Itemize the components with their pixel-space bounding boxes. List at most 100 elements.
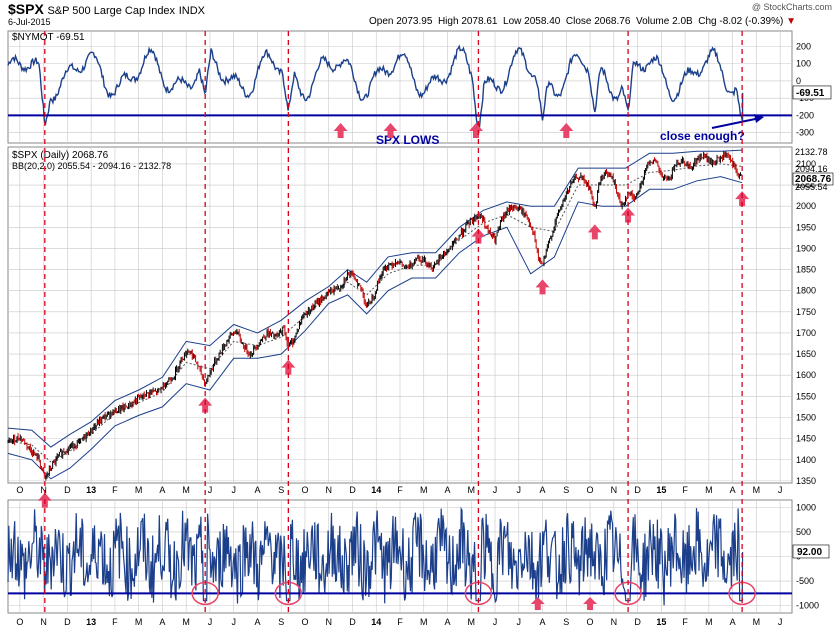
y-tick-label-top: 200	[796, 42, 811, 52]
volume-label: Volume	[635, 16, 670, 27]
x-tick-label: F	[112, 617, 118, 627]
x-tick-label: M	[468, 617, 476, 627]
x-tick-label: D	[349, 485, 356, 495]
price-label: 2094.16	[795, 164, 828, 174]
breadth-low-marker-arrow	[559, 123, 574, 138]
x-tick-label: S	[563, 617, 569, 627]
x-tick-label: F	[682, 485, 688, 495]
oscillator-series-line	[7, 506, 744, 606]
x-tick-label: N	[611, 617, 618, 627]
price-label: 2132.78	[795, 147, 828, 157]
x-tick-label: S	[563, 485, 569, 495]
x-tick-label: M	[468, 485, 476, 495]
close-label: Close	[565, 16, 592, 27]
x-tick-label: O	[16, 485, 23, 495]
x-tick-label: 15	[656, 617, 666, 627]
x-tick-label: D	[634, 617, 641, 627]
x-tick-label: J	[517, 485, 522, 495]
low-marker-arrow	[471, 228, 486, 244]
chart-header: $SPX S&P 500 Large Cap Index INDX 6-Jul-…	[0, 0, 840, 30]
chart-date: 6-Jul-2015	[8, 17, 51, 27]
x-tick-label: D	[634, 485, 641, 495]
x-tick-label: M	[420, 485, 428, 495]
exchange: INDX	[178, 5, 205, 17]
y-tick-label-main: 1850	[796, 265, 816, 275]
x-tick-label: J	[493, 485, 498, 495]
y-tick-label-main: 1450	[796, 434, 816, 444]
x-tick-label: N	[40, 485, 47, 495]
x-tick-label: S	[278, 617, 284, 627]
low-marker-arrow	[587, 224, 602, 240]
annotation-arrow-head	[754, 114, 764, 123]
y-tick-label-bottom: -500	[796, 576, 814, 586]
x-tick-label: F	[682, 617, 688, 627]
x-tick-label: O	[301, 485, 308, 495]
low-value: 2058.40	[524, 16, 561, 27]
x-tick-label: 13	[86, 617, 96, 627]
close-value: 2068.76	[594, 16, 631, 27]
ohlc-readout: Open 2073.95 High 2078.61 Low 2058.40 Cl…	[369, 16, 796, 27]
x-tick-label: M	[182, 617, 190, 627]
x-tick-label: D	[64, 485, 71, 495]
open-label: Open	[368, 16, 394, 27]
x-tick-label: M	[135, 485, 143, 495]
x-tick-label: 13	[86, 485, 96, 495]
x-tick-label: A	[730, 617, 736, 627]
open-value: 2073.95	[396, 16, 433, 27]
x-tick-label: A	[254, 485, 260, 495]
oscillator-low-marker-arrow	[583, 597, 598, 610]
y-tick-label-bottom: 1000	[796, 502, 816, 512]
x-tick-label: F	[397, 617, 403, 627]
x-tick-label: F	[112, 485, 118, 495]
nymot-legend: $NYMOT -69.51	[12, 32, 85, 43]
low-marker-arrow	[735, 191, 750, 207]
y-tick-label-main: 1750	[796, 307, 816, 317]
x-tick-label: N	[611, 485, 618, 495]
y-tick-label-main: 2100	[796, 159, 816, 169]
x-tick-label: N	[325, 617, 332, 627]
y-tick-label-top: 100	[796, 59, 811, 69]
breadth-low-marker-arrow	[333, 123, 348, 138]
x-tick-label: M	[705, 617, 713, 627]
y-tick-label-main: 1950	[796, 222, 816, 232]
y-tick-label-main: 1350	[796, 476, 816, 486]
y-tick-label-main: 1550	[796, 391, 816, 401]
x-tick-label: O	[587, 617, 594, 627]
chg-label: Chg	[698, 16, 717, 27]
x-tick-label: 14	[371, 617, 381, 627]
x-tick-label: S	[278, 485, 284, 495]
y-tick-label-top: -200	[796, 110, 814, 120]
y-tick-label-main: 1800	[796, 286, 816, 296]
x-tick-label: M	[135, 617, 143, 627]
x-tick-label: 15	[656, 485, 666, 495]
x-tick-label: J	[208, 485, 213, 495]
breadth-low-marker-arrow	[383, 123, 398, 138]
x-tick-label: J	[778, 485, 783, 495]
x-tick-label: A	[730, 485, 736, 495]
x-tick-label: J	[493, 617, 498, 627]
y-tick-label-bottom: -1000	[796, 601, 819, 611]
volume-value: 2.0B	[672, 16, 693, 27]
oscillator-last-value-box	[792, 544, 830, 559]
x-tick-label: M	[182, 485, 190, 495]
x-tick-label: O	[587, 485, 594, 495]
low-marker-arrow	[198, 397, 213, 413]
y-tick-label-main: 1600	[796, 370, 816, 380]
y-tick-label-main: 1400	[796, 455, 816, 465]
x-tick-label: N	[40, 617, 47, 627]
x-tick-label: A	[254, 617, 260, 627]
x-tick-label: O	[301, 617, 308, 627]
x-tick-label: A	[159, 485, 165, 495]
x-tick-label: J	[208, 617, 213, 627]
x-tick-label: J	[778, 617, 783, 627]
low-marker-arrow	[535, 279, 550, 295]
symbol: $SPX	[8, 1, 44, 17]
chart-title: $SPX S&P 500 Large Cap Index INDX	[8, 1, 205, 17]
y-tick-label-top: -300	[796, 128, 814, 138]
nymot-last-value: -69.51	[796, 88, 825, 99]
nymot-last-value-box	[792, 85, 832, 100]
y-tick-label-bottom: 500	[796, 527, 811, 537]
x-tick-label: A	[445, 617, 451, 627]
x-tick-label: O	[16, 617, 23, 627]
